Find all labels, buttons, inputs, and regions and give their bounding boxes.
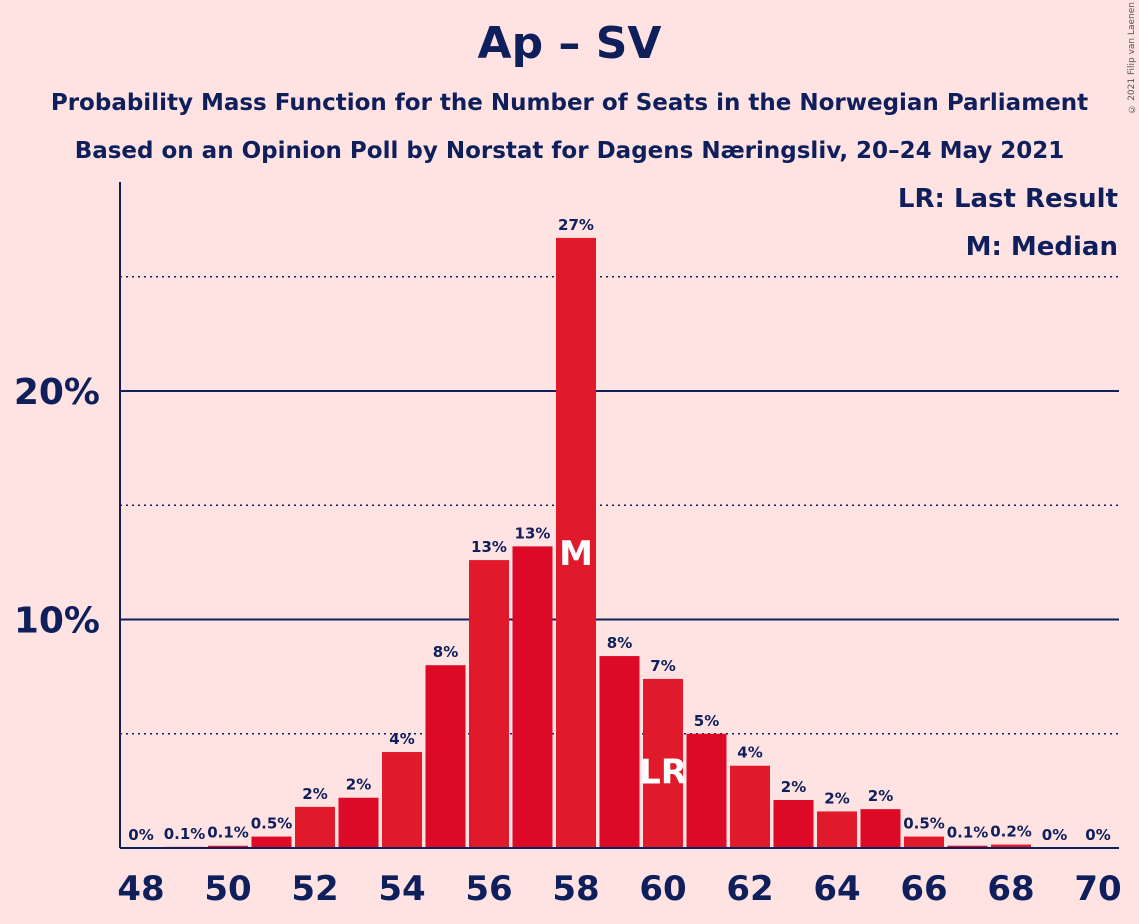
bar-label-seat-54: 4% [389,730,414,748]
x-tick-label: 60 [639,869,686,909]
bar-seat-68 [991,844,1031,848]
bar-seat-50 [208,845,248,848]
bar-seat-59 [599,656,640,848]
bar-seat-56 [469,560,509,848]
x-tick-label: 68 [987,869,1034,909]
bar-seat-64 [817,811,857,848]
last-result-marker: LR [639,752,687,792]
bar-label-seat-53: 2% [346,776,371,794]
y-tick-label: 20% [14,372,100,413]
x-tick-label: 62 [726,869,773,909]
bar-label-seat-59: 8% [607,634,632,652]
bar-label-seat-50: 0.1% [207,824,249,842]
x-tick-label: 64 [813,869,860,909]
bar-seat-62 [730,765,770,848]
bar-label-seat-61: 5% [694,712,719,730]
bar-seat-55 [425,665,466,848]
bar-label-seat-49: 0.1% [164,825,206,843]
x-tick-label: 56 [465,869,512,909]
bar-seat-58 [556,237,596,848]
y-tick-label: 10% [14,601,100,642]
bar-label-seat-48: 0% [128,826,153,844]
bar-seat-65 [860,809,901,848]
chart-subtitle-2: Based on an Opinion Poll by Norstat for … [74,138,1065,164]
x-tick-label: 66 [900,869,947,909]
bar-label-seat-70: 0% [1085,826,1110,844]
bar-label-seat-64: 2% [824,789,849,807]
bar-seat-52 [295,806,335,848]
bar-label-seat-52: 2% [302,785,327,803]
bar-label-seat-66: 0.5% [903,815,945,833]
x-tick-label: 52 [291,869,338,909]
bar-label-seat-63: 2% [781,778,806,796]
x-tick-label: 54 [378,869,425,909]
bar-seat-63 [773,800,814,848]
bar-seat-61 [686,733,727,848]
bar-label-seat-56: 13% [471,538,507,556]
bar-seat-53 [338,797,379,848]
median-marker: M [559,534,593,574]
x-tick-label: 70 [1074,869,1121,909]
bar-label-seat-67: 0.1% [947,824,989,842]
bar-label-seat-55: 8% [433,643,458,661]
bar-label-seat-65: 2% [868,787,893,805]
bar-label-seat-58: 27% [558,216,594,234]
bar-seat-60 [643,678,683,848]
bar-label-seat-60: 7% [650,657,675,675]
x-tick-label: 50 [204,869,251,909]
bar-label-seat-62: 4% [737,744,762,762]
bar-seat-66 [904,836,944,848]
legend-last-result: LR: Last Result [897,184,1118,214]
x-tick-label: 48 [117,869,164,909]
bar-seat-51 [251,836,292,848]
chart-subtitle-1: Probability Mass Function for the Number… [50,90,1089,116]
bar-label-seat-51: 0.5% [251,815,293,833]
x-tick-label: 58 [552,869,599,909]
legend-median: M: Median [965,232,1118,262]
bar-label-seat-68: 0.2% [990,823,1032,841]
bar-label-seat-69: 0% [1042,826,1067,844]
bar-label-seat-57: 13% [515,524,551,542]
bar-seat-54 [382,752,422,848]
bar-seat-57 [512,546,553,848]
chart-title: Ap – SV [477,18,662,69]
bar-seat-67 [947,845,988,848]
